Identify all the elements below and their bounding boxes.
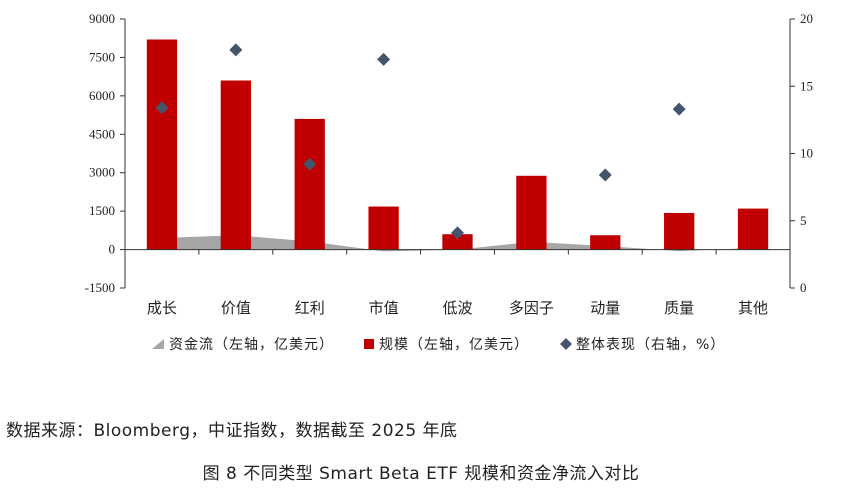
left-tick-label-3: 3000 <box>89 165 115 180</box>
point-1 <box>229 43 243 57</box>
point-0 <box>155 101 169 115</box>
left-tick-label-0: -1500 <box>85 280 115 295</box>
chart-figure: -1500 0 1500 3000 4500 6000 7500 9000 0 5 10 15 20 成长… <box>85 11 813 353</box>
legend-label-bars: 规模（左轴，亿美元） <box>379 337 529 353</box>
category-label-5: 多因子 <box>509 299 554 317</box>
left-tick-label-6: 7500 <box>89 49 115 64</box>
category-label-6: 动量 <box>590 299 620 317</box>
left-tick-label-5: 6000 <box>89 88 115 103</box>
bar-8 <box>737 208 769 250</box>
bar-layer <box>146 39 769 250</box>
category-label-7: 质量 <box>664 299 694 317</box>
bar-4 <box>442 234 473 250</box>
legend-swatch-points <box>560 338 572 350</box>
legend-swatch-flow <box>152 339 164 349</box>
point-6 <box>598 168 612 182</box>
bar-0 <box>146 39 178 250</box>
category-label-0: 成长 <box>147 299 177 317</box>
bar-6 <box>590 235 621 250</box>
point-4 <box>451 226 464 240</box>
bar-3 <box>368 206 399 250</box>
left-tick-label-4: 4500 <box>89 126 115 141</box>
axes-layer: -1500 0 1500 3000 4500 6000 7500 9000 0 5 10 15 20 成长… <box>85 11 813 317</box>
bar-5 <box>516 175 547 250</box>
right-tick-label-0: 0 <box>800 280 807 295</box>
left-tick-label-2: 1500 <box>89 203 115 218</box>
category-label-3: 市值 <box>369 299 399 317</box>
legend-label-points: 整体表现（右轴，%） <box>576 337 725 353</box>
category-label-1: 价值 <box>221 299 251 317</box>
right-tick-label-1: 5 <box>800 213 807 228</box>
legend: 资金流（左轴，亿美元） 规模（左轴，亿美元） 整体表现（右轴，%） <box>152 337 725 353</box>
legend-swatch-bars <box>364 339 374 349</box>
figure-caption: 图 8 不同类型 Smart Beta ETF 规模和资金净流入对比 <box>202 464 640 484</box>
point-2 <box>303 157 317 171</box>
bar-2 <box>294 118 325 250</box>
right-tick-label-3: 15 <box>800 78 813 93</box>
category-label-4: 低波 <box>442 299 472 317</box>
scatter-layer <box>155 43 686 240</box>
point-3 <box>377 52 391 66</box>
bar-7 <box>664 212 695 250</box>
right-tick-label-4: 20 <box>800 11 813 26</box>
right-tick-label-2: 10 <box>800 146 813 161</box>
point-7 <box>672 102 686 116</box>
category-label-2: 红利 <box>295 299 325 317</box>
category-label-8: 其他 <box>738 299 768 317</box>
legend-label-flow: 资金流（左轴，亿美元） <box>169 337 334 353</box>
left-tick-label-1: 0 <box>109 242 116 257</box>
left-tick-label-7: 9000 <box>89 11 115 26</box>
bar-1 <box>220 80 251 250</box>
source-note: 数据来源：Bloomberg，中证指数，数据截至 2025 年底 <box>6 421 458 441</box>
